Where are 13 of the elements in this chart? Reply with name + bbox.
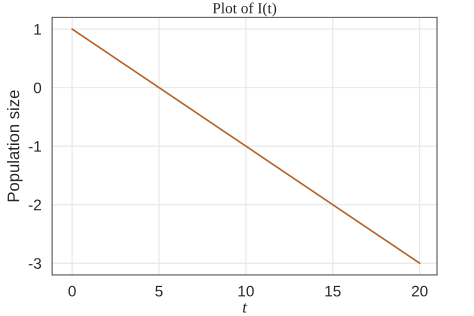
x-tick-label: 5 [155, 286, 163, 297]
y-tick-label: -3 [28, 258, 42, 269]
x-tick-label: 0 [68, 286, 76, 297]
x-tick-label: 10 [238, 286, 254, 297]
y-tick-label: -1 [28, 141, 41, 152]
y-tick-label: 1 [34, 24, 41, 35]
chart-title: Plot of I(t) [212, 2, 276, 16]
x-tick-label: 20 [412, 286, 428, 297]
y-axis-title: Population size [7, 90, 23, 202]
y-tick-label: 0 [34, 82, 42, 94]
y-tick-label: -2 [28, 200, 41, 210]
x-tick-label: 15 [325, 286, 341, 297]
x-axis-title: t [243, 303, 248, 313]
